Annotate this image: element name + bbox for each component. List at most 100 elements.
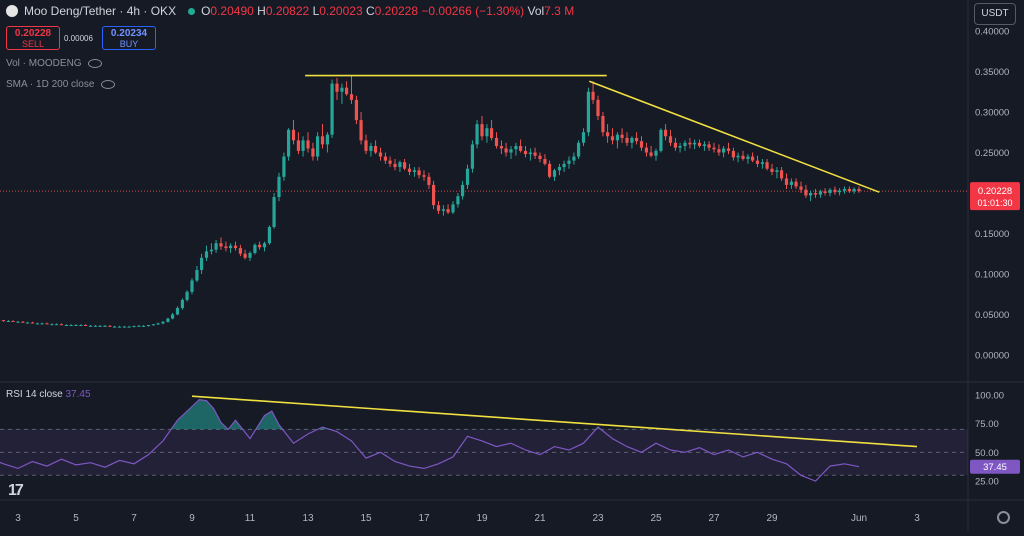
candle-body <box>587 92 590 133</box>
buy-button[interactable]: 0.20234 BUY <box>102 26 156 50</box>
settings-gear-icon[interactable] <box>997 511 1010 524</box>
vol-indicator-label: Vol · MOODENG <box>6 58 82 69</box>
candle-body <box>823 191 826 193</box>
candle-body <box>591 92 594 100</box>
candle-body <box>529 153 532 155</box>
price-axis-tick-label: 0.10000 <box>975 270 1009 281</box>
candle-body <box>408 169 411 172</box>
candle-body <box>495 138 498 146</box>
candle-body <box>219 243 222 246</box>
sma-indicator-legend[interactable]: SMA · 1D 200 close <box>6 79 115 90</box>
candle-body <box>379 153 382 157</box>
candle-body <box>161 322 164 324</box>
candle-body <box>84 325 87 326</box>
candle-body <box>703 144 706 146</box>
candle-body <box>736 156 739 158</box>
rsi-axis-tick-label: 50.00 <box>975 448 999 459</box>
currency-selector[interactable]: USDT <box>974 3 1016 25</box>
time-axis-tick-label: 3 <box>914 513 920 524</box>
candle-body <box>132 326 135 327</box>
candle-body <box>287 130 290 157</box>
candle-body <box>780 170 783 178</box>
candle-body <box>45 323 48 324</box>
price-axis-tick-label: 0.05000 <box>975 310 1009 321</box>
candle-body <box>649 153 652 156</box>
candle-body <box>746 157 749 159</box>
sma-indicator-label: SMA · 1D 200 close <box>6 79 94 90</box>
candle-body <box>16 322 19 323</box>
price-axis-tick-label: 0.15000 <box>975 229 1009 240</box>
candle-body <box>620 135 623 138</box>
candle-body <box>340 88 343 92</box>
time-axis-tick-label: Jun <box>851 513 867 524</box>
candle-body <box>852 189 855 191</box>
candle-body <box>98 326 101 327</box>
candle-body <box>833 190 836 192</box>
candle-body <box>751 157 754 161</box>
rsi-axis-tick-label: 25.00 <box>975 477 999 488</box>
candle-body <box>26 323 29 324</box>
candle-body <box>156 323 159 324</box>
candle-body <box>451 204 454 212</box>
sell-price: 0.20228 <box>7 28 59 39</box>
candle-body <box>625 138 628 143</box>
candle-body <box>490 128 493 138</box>
candle-body <box>65 325 68 326</box>
vol-indicator-legend[interactable]: Vol · MOODENG <box>6 58 102 69</box>
candle-body <box>21 322 24 323</box>
candle-body <box>374 146 377 152</box>
candle-body <box>142 326 145 327</box>
candle-body <box>548 164 551 177</box>
candle-body <box>674 143 677 148</box>
candle-body <box>258 245 261 247</box>
time-axis-tick-label: 5 <box>73 513 79 524</box>
candle-body <box>243 254 246 258</box>
price-axis-tick-label: 0.25000 <box>975 148 1009 159</box>
time-axis-tick-label: 29 <box>766 513 778 524</box>
candle-body <box>422 175 425 177</box>
candle-body <box>7 321 10 322</box>
candle-body <box>524 151 527 154</box>
time-axis-tick-label: 23 <box>592 513 604 524</box>
candle-body <box>417 170 420 175</box>
candle-body <box>442 209 445 211</box>
price-axis-tick-label: 0.35000 <box>975 67 1009 78</box>
candle-body <box>785 178 788 184</box>
candle-body <box>2 320 5 321</box>
time-axis-tick-label: 17 <box>418 513 430 524</box>
candle-body <box>311 148 314 156</box>
candle-body <box>403 162 406 168</box>
symbol-header: Moo Deng/Tether · 4h · OKX O0.20490 H0.2… <box>6 4 574 18</box>
sell-label: SELL <box>7 39 59 50</box>
candle-body <box>688 143 691 145</box>
eye-icon[interactable] <box>88 59 102 68</box>
tradingview-logo-icon[interactable]: 17 <box>8 482 22 500</box>
candle-body <box>558 167 561 170</box>
candle-body <box>292 130 295 141</box>
candle-body <box>398 162 401 167</box>
rsi-legend[interactable]: RSI 14 close 37.45 <box>6 389 91 400</box>
candle-body <box>200 258 203 270</box>
rsi-value: 37.45 <box>65 389 90 400</box>
high-label: H <box>257 4 266 18</box>
candle-body <box>475 124 478 144</box>
candle-body <box>268 227 271 243</box>
vol-value: 7.3 M <box>544 4 574 18</box>
symbol-title[interactable]: Moo Deng/Tether · 4h · OKX <box>24 4 176 18</box>
candle-body <box>364 140 367 151</box>
candle-body <box>181 300 184 308</box>
candle-body <box>819 191 822 194</box>
time-axis-tick-label: 9 <box>189 513 195 524</box>
candle-body <box>717 149 720 152</box>
candle-body <box>277 177 280 197</box>
eye-icon[interactable] <box>101 80 115 89</box>
candle-body <box>485 128 488 136</box>
candle-body <box>388 161 391 164</box>
candle-body <box>678 146 681 148</box>
candle-body <box>654 151 657 156</box>
candle-body <box>480 124 483 136</box>
sell-button[interactable]: 0.20228 SELL <box>6 26 60 50</box>
candle-body <box>553 170 556 176</box>
